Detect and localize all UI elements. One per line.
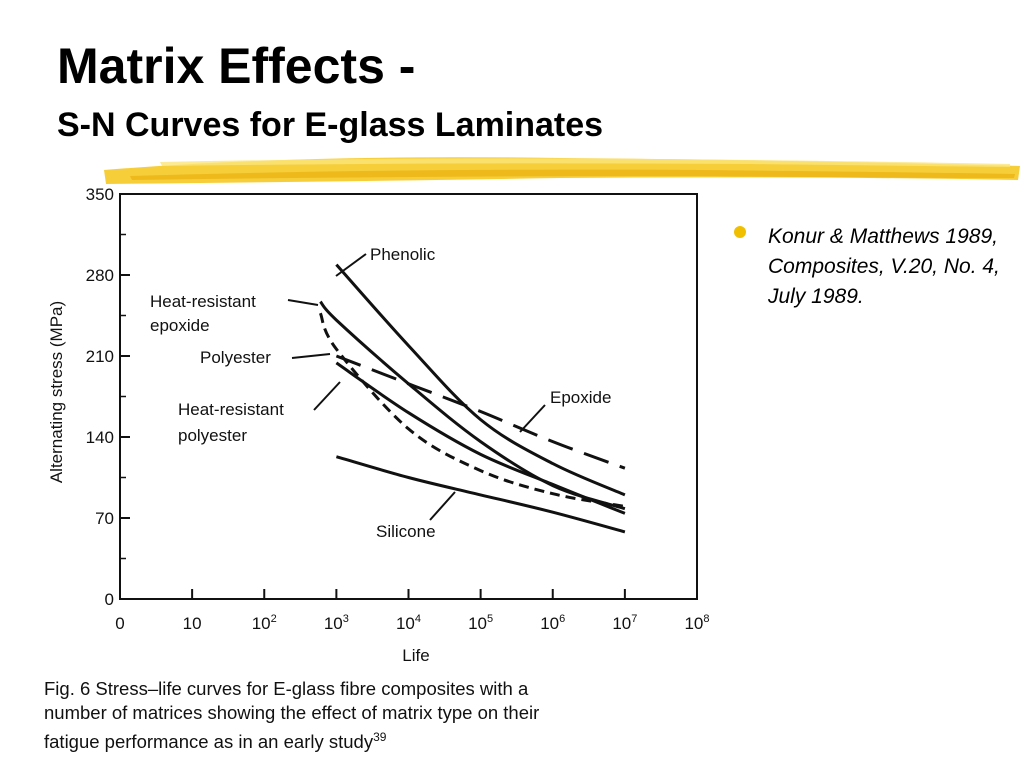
slide-title: Matrix Effects - bbox=[57, 38, 416, 94]
label-polyester: Polyester bbox=[200, 348, 271, 367]
bullet-list: Konur & Matthews 1989, Composites, V.20,… bbox=[730, 222, 1000, 312]
label-heat-resistant-epoxide-line1: Heat-resistant bbox=[150, 292, 256, 311]
leader-heat-resistant-polyester bbox=[313, 381, 341, 411]
x-tick-label: 10 bbox=[183, 614, 202, 633]
bullet-text: Konur & Matthews 1989, Composites, V.20,… bbox=[768, 225, 1000, 308]
leader-epoxide bbox=[519, 404, 546, 433]
x-tick-label: 106 bbox=[540, 613, 565, 633]
x-tick-label: 104 bbox=[396, 613, 421, 633]
slide-subtitle: S-N Curves for E-glass Laminates bbox=[57, 106, 604, 144]
leader-phenolic bbox=[335, 253, 367, 277]
y-tick-label: 0 bbox=[105, 590, 114, 609]
label-silicone: Silicone bbox=[376, 522, 436, 541]
label-heat-resistant-polyester-line1: Heat-resistant bbox=[178, 400, 284, 419]
caption-line-1: Fig. 6 Stress–life curves for E-glass fi… bbox=[44, 678, 529, 699]
series-line-heat-resistant-polyester bbox=[335, 361, 626, 515]
x-tick-label: 0 bbox=[115, 614, 124, 633]
title-highlight-stroke bbox=[104, 157, 1020, 184]
leader-polyester bbox=[291, 353, 331, 359]
x-tick-label: 108 bbox=[684, 613, 709, 633]
y-tick-label: 350 bbox=[86, 185, 114, 204]
label-heat-resistant-polyester-line2: polyester bbox=[178, 426, 247, 445]
caption-line-3: fatigue performance as in an early study… bbox=[44, 725, 694, 754]
y-tick-label: 70 bbox=[95, 509, 114, 528]
label-epoxide: Epoxide bbox=[550, 388, 611, 407]
caption-line-2: number of matrices showing the effect of… bbox=[44, 702, 540, 723]
x-tick-label: 105 bbox=[468, 613, 493, 633]
caption-line-3-text: fatigue performance as in an early study bbox=[44, 731, 374, 753]
leader-heat-resistant-epoxide bbox=[287, 299, 319, 306]
bullet-item: Konur & Matthews 1989, Composites, V.20,… bbox=[730, 222, 1000, 312]
series-line-phenolic bbox=[335, 263, 626, 497]
y-tick-label: 280 bbox=[86, 266, 114, 285]
caption-reference: 39 bbox=[373, 730, 387, 744]
leader-silicone bbox=[429, 491, 456, 521]
y-tick-label: 140 bbox=[86, 428, 114, 447]
x-tick-label: 107 bbox=[612, 613, 637, 633]
x-tick-label: 102 bbox=[252, 613, 277, 633]
label-phenolic: Phenolic bbox=[370, 245, 436, 264]
bullet-dot-icon bbox=[734, 226, 746, 238]
y-tick-label: 210 bbox=[86, 347, 114, 366]
y-axis-title: Alternating stress (MPa) bbox=[47, 301, 66, 483]
label-heat-resistant-epoxide-line2: epoxide bbox=[150, 316, 210, 335]
x-axis-title: Life bbox=[402, 646, 429, 665]
series-line-silicone bbox=[335, 455, 626, 534]
figure-caption: Fig. 6 Stress–life curves for E-glass fi… bbox=[44, 677, 694, 754]
series-line-polyester bbox=[318, 312, 626, 508]
series-line-epoxide bbox=[335, 354, 626, 470]
x-tick-label: 103 bbox=[324, 613, 349, 633]
